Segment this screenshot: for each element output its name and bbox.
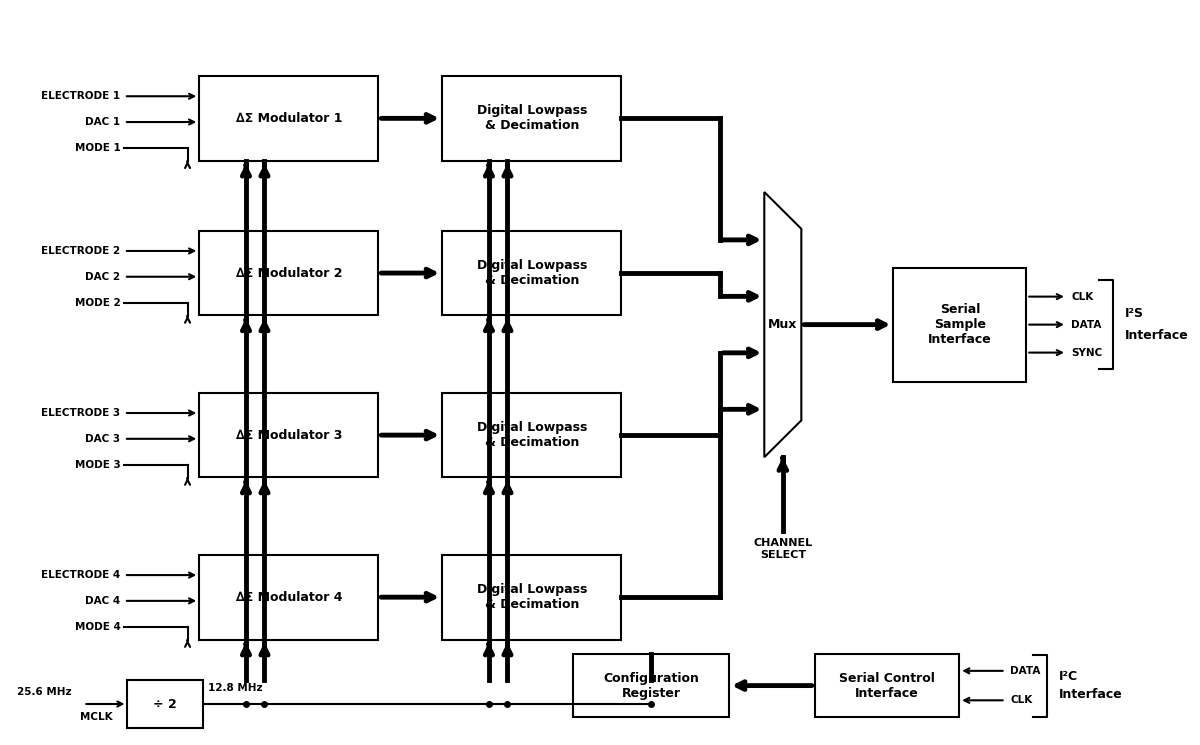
Text: CLK: CLK — [1010, 695, 1032, 706]
Text: ÷ 2: ÷ 2 — [154, 697, 176, 711]
Text: MODE 3: MODE 3 — [74, 460, 120, 469]
Bar — [442, 393, 622, 478]
Text: CLK: CLK — [1072, 291, 1093, 302]
Text: DATA: DATA — [1010, 666, 1040, 676]
Text: Digital Lowpass
& Decimation: Digital Lowpass & Decimation — [476, 259, 587, 287]
Text: MODE 4: MODE 4 — [74, 621, 120, 632]
Text: I²S: I²S — [1124, 307, 1144, 320]
Text: CHANNEL
SELECT: CHANNEL SELECT — [754, 538, 812, 559]
Text: DAC 4: DAC 4 — [85, 596, 120, 606]
Text: 12.8 MHz: 12.8 MHz — [209, 683, 263, 693]
Text: Digital Lowpass
& Decimation: Digital Lowpass & Decimation — [476, 421, 587, 449]
Bar — [199, 231, 378, 315]
Text: DAC 1: DAC 1 — [85, 117, 120, 127]
Text: I²C: I²C — [1058, 670, 1078, 683]
Bar — [442, 231, 622, 315]
Text: MCLK: MCLK — [79, 712, 113, 722]
Bar — [572, 654, 730, 717]
Text: MODE 2: MODE 2 — [74, 297, 120, 308]
Text: MODE 1: MODE 1 — [74, 143, 120, 153]
Text: ELECTRODE 3: ELECTRODE 3 — [41, 408, 120, 418]
Text: DATA: DATA — [1072, 320, 1102, 329]
Text: Digital Lowpass
& Decimation: Digital Lowpass & Decimation — [476, 583, 587, 611]
Bar — [199, 393, 378, 478]
Bar — [199, 76, 378, 161]
Text: Configuration
Register: Configuration Register — [602, 671, 698, 700]
Bar — [442, 76, 622, 161]
Text: DAC 3: DAC 3 — [85, 434, 120, 444]
Bar — [815, 654, 959, 717]
Text: Interface: Interface — [1058, 688, 1122, 701]
Text: ELECTRODE 1: ELECTRODE 1 — [41, 91, 120, 101]
Text: DAC 2: DAC 2 — [85, 272, 120, 282]
Text: 25.6 MHz: 25.6 MHz — [17, 687, 72, 697]
Bar — [893, 267, 1026, 381]
Text: ∆Σ Modulator 3: ∆Σ Modulator 3 — [235, 428, 342, 442]
Text: Interface: Interface — [1124, 329, 1188, 342]
Text: ∆Σ Modulator 4: ∆Σ Modulator 4 — [235, 591, 342, 603]
Text: ∆Σ Modulator 1: ∆Σ Modulator 1 — [235, 112, 342, 125]
Bar — [199, 555, 378, 639]
Bar — [442, 555, 622, 639]
Polygon shape — [764, 192, 802, 457]
Text: Serial Control
Interface: Serial Control Interface — [839, 671, 935, 700]
Text: SYNC: SYNC — [1072, 348, 1103, 358]
Text: Mux: Mux — [768, 318, 798, 331]
Text: Serial
Sample
Interface: Serial Sample Interface — [928, 303, 991, 346]
Text: ∆Σ Modulator 2: ∆Σ Modulator 2 — [235, 267, 342, 279]
Bar — [127, 680, 203, 728]
Text: ELECTRODE 2: ELECTRODE 2 — [41, 246, 120, 256]
Text: Digital Lowpass
& Decimation: Digital Lowpass & Decimation — [476, 104, 587, 133]
Text: ELECTRODE 4: ELECTRODE 4 — [41, 570, 120, 580]
